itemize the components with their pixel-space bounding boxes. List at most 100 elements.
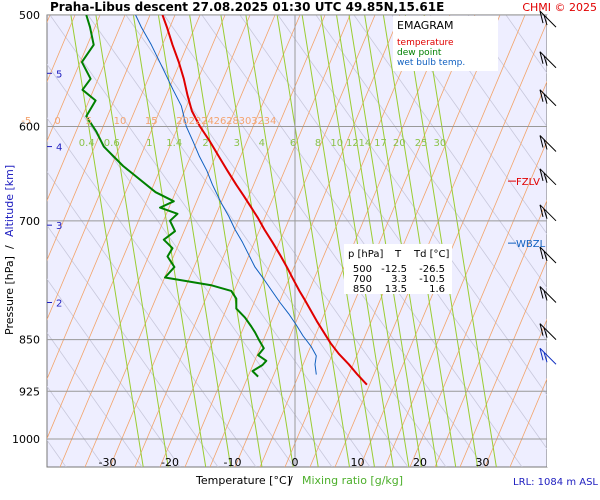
isotherm-label: 26 (214, 116, 227, 127)
fzlv-label: FZLV (516, 177, 540, 188)
table-cell: -26.5 (419, 264, 445, 275)
wind-barb (539, 135, 557, 152)
isotherm-label: 0 (54, 116, 60, 127)
isotherm-label: 5 (86, 116, 92, 127)
wbzl-label: WBZL (516, 239, 546, 250)
temperature-tick-label: 20 (413, 456, 427, 469)
pressure-tick-label: 500 (19, 9, 40, 22)
wind-barb-flag (539, 246, 544, 260)
wind-barb-staff (539, 323, 557, 340)
wind-barb (539, 168, 557, 186)
temperature-tick-label: 10 (351, 456, 365, 469)
pressure-tick-label: 850 (19, 334, 40, 347)
dry-adiabat (353, 15, 547, 289)
table-cell: -10.5 (419, 274, 445, 285)
isotherm-label: 22 (189, 116, 202, 127)
isotherm-label: 28 (226, 116, 239, 127)
legend-wetbulb: wet bulb temp. (397, 58, 465, 68)
wind-barb-flag (543, 250, 548, 262)
legend-title: EMAGRAM (397, 19, 454, 32)
table-header-t: T (394, 249, 402, 260)
mixing-ratio-label: 2 (202, 138, 208, 149)
table-cell: 700 (353, 274, 372, 285)
isotherm-line (47, 15, 201, 381)
level-markers: FZLV WBZL (508, 177, 546, 250)
wind-barb-staff (539, 286, 557, 303)
wind-barb (539, 89, 557, 107)
mixing-ratio-label: 0.6 (104, 138, 120, 149)
xlabel-mixing: Mixing ratio [g/kg] (302, 474, 403, 487)
dry-adiabat (429, 15, 547, 181)
wind-barb-flag (539, 89, 544, 102)
wind-barb (539, 347, 557, 365)
table-cell: -12.5 (381, 264, 407, 275)
ylabel-altitude: Altitude [km] (3, 165, 16, 237)
isotherm-label: 15 (145, 116, 158, 127)
mixing-ratio-label: 10 (330, 138, 343, 149)
table-cell: 500 (353, 264, 372, 275)
wind-barb-staff (539, 89, 557, 107)
isotherm-line (47, 15, 151, 262)
temperature-tick-label: 0 (292, 456, 299, 469)
wind-barb-flag (543, 352, 548, 363)
isotherm-label: 34 (264, 116, 277, 127)
isotherm-label: 24 (201, 116, 214, 127)
wind-barb-staff (539, 51, 557, 69)
table-header-p: p [hPa] (348, 249, 383, 260)
mixing-ratio-label: 30 (434, 138, 447, 149)
wind-barb (539, 10, 557, 28)
isotherm-label: -5 (21, 116, 31, 127)
table-cell: 3.3 (391, 274, 407, 285)
temperature-tick-label: -20 (161, 456, 179, 469)
wind-barb (539, 286, 557, 303)
plot-area (46, 14, 548, 468)
isotherm-label: 30 (239, 116, 252, 127)
mixing-ratio-label: 1.4 (166, 138, 182, 149)
wind-barb-flag (539, 348, 544, 361)
isotherm-label: 32 (251, 116, 264, 127)
wind-barb-flag (543, 290, 548, 301)
table-cell: 850 (353, 284, 372, 295)
wind-barb-flag (543, 55, 548, 66)
wind-barb-flag (543, 139, 548, 150)
table-header-td: Td [°C] (413, 249, 450, 260)
wind-barb-staff (539, 347, 557, 365)
wind-barb-flag (539, 51, 544, 64)
pressure-tick-label: 925 (19, 385, 40, 398)
wind-barb-staff (539, 204, 557, 222)
pressure-tick-label: 600 (19, 121, 40, 134)
mixing-ratio-label: 14 (359, 138, 372, 149)
wind-barb (539, 51, 557, 69)
mixing-ratio-label: 3 (234, 138, 240, 149)
xlabel-temperature: Temperature [°C] (195, 474, 291, 487)
xlabel-separator: / (289, 474, 293, 487)
wind-barb-flag (543, 327, 548, 338)
dewpoint-curve (80, 15, 268, 378)
pressure-tick-label: 1000 (12, 433, 40, 446)
wind-barb-flag (539, 323, 544, 336)
table-cell: 13.5 (385, 284, 407, 295)
wind-barb-staff (539, 168, 557, 186)
pressure-tick-label: 700 (19, 215, 40, 228)
dry-adiabat (0, 15, 28, 467)
altitude-tick-label: 5 (56, 69, 62, 80)
wind-barb-flag (539, 168, 544, 181)
chart-title: Praha-Libus descent 27.08.2025 01:30 UTC… (50, 0, 444, 14)
wind-barb-flag (539, 204, 544, 217)
isotherm-label: 20 (176, 116, 189, 127)
ylabel-separator: / (3, 245, 16, 249)
wind-barb-flag (543, 14, 548, 26)
mixing-ratio-label: 0.4 (79, 138, 95, 149)
temperature-tick-label: 30 (476, 456, 490, 469)
legend-temperature: temperature (397, 38, 454, 48)
mixing-ratio-label: 6 (290, 138, 296, 149)
mixing-ratio-label: 4 (259, 138, 265, 149)
lrl-label: LRL: 1084 m ASL (513, 477, 598, 488)
wind-barb (539, 204, 557, 222)
wind-barb-staff (539, 10, 557, 28)
wind-barb (539, 246, 557, 264)
wind-panel (547, 15, 600, 467)
altitude-tick-label: 4 (56, 143, 62, 154)
dry-adiabat (315, 15, 547, 342)
